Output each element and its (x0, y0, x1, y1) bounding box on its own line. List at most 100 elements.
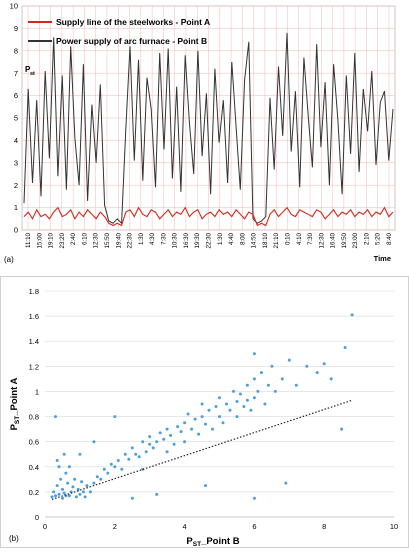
scatter-point (200, 415, 204, 419)
x-tick-label: 6:10 (81, 232, 88, 245)
x-tick-label: 1:30 (138, 232, 145, 245)
x-tick-label: 2:10 (363, 232, 370, 245)
scatter-chart: 0 0.2 0.4 0.6 0.8 1 1.2 1.4 1.6 1.8 0 2 4 6 8 10 PST_Poi… (9, 287, 398, 548)
y-tick-label: 8 (14, 46, 18, 55)
x-tick-label: 0 (43, 522, 47, 531)
scatter-point (57, 492, 61, 496)
x-tick-label: 2 (113, 522, 117, 531)
scatter-point (88, 490, 92, 494)
scatter-point (329, 377, 333, 381)
scatter-point (294, 383, 298, 387)
scatter-point (74, 495, 78, 499)
scatter-point (204, 484, 207, 488)
scatter-point (151, 446, 155, 450)
scatter-point (127, 457, 131, 461)
scatter-point (259, 371, 263, 375)
x-tick-label: 19:50 (341, 232, 348, 248)
y-tick-label: 0.6 (29, 438, 39, 447)
scatter-point (280, 377, 284, 381)
y-tick-label: 0 (35, 513, 39, 522)
scatter-point (54, 494, 57, 498)
scatter-point (228, 408, 232, 412)
y-tick-label: 0.2 (29, 488, 39, 497)
x-tick-label: 19:10 (48, 232, 55, 248)
scatter-point (165, 450, 169, 454)
legend: Supply line of the steelworks - Point A P… (28, 17, 210, 46)
scatter-point (141, 467, 145, 471)
y-tick-label: 3 (14, 158, 18, 167)
scatter-point (176, 425, 180, 429)
scatter-point (59, 477, 63, 481)
scatter-point (249, 408, 253, 412)
chart-panel-b: 0 0.2 0.4 0.6 0.8 1 1.2 1.4 1.6 1.8 0 2 4 6 8 10 PST_Poi… (0, 276, 409, 548)
y-tick-label: 1.6 (29, 312, 39, 321)
x-tick-label: 7:30 (160, 232, 167, 245)
scatter-point (61, 496, 64, 500)
x-tick-label: 4 (183, 522, 187, 531)
x-tick-label: 23:00 (352, 232, 359, 248)
scatter-point (116, 459, 120, 462)
x-tick-label: 5:20 (375, 232, 382, 245)
y-tick-label: 0.8 (29, 413, 39, 422)
scatter-point (315, 371, 319, 375)
legend-label: Supply line of the steelworks - Point A (56, 17, 210, 27)
scatter-point (162, 437, 166, 441)
y-tick-label: 5 (14, 114, 18, 123)
scatter-point (61, 487, 64, 491)
scatter-point (270, 364, 274, 368)
x-tick-label: 7:30 (307, 232, 314, 245)
scatter-point (200, 402, 204, 406)
scatter-point (102, 467, 106, 471)
y-tick-label: 7 (14, 69, 18, 78)
scatter-point (155, 492, 159, 496)
legend-label: Power supply of arc furnace - Point B (56, 36, 207, 46)
scatter-point (263, 402, 267, 406)
scatter-point (340, 427, 344, 431)
scatter-point (165, 427, 169, 431)
series-line-point-b (23, 32, 394, 225)
x-axis-title: PST_Point B (186, 536, 239, 547)
y-tick-label: 1.4 (29, 337, 39, 346)
x-axis-title: Time (374, 254, 391, 263)
scatter-point (273, 389, 277, 393)
scatter-point (62, 491, 66, 495)
y-tick-label: 1 (14, 203, 18, 212)
x-tick-label: 21:10 (273, 232, 280, 248)
scatter-point (256, 389, 260, 393)
chart-panel-a: 0 1 2 3 4 5 6 7 8 9 10 11:10 15:00 19:10 23:20 2:40 6:10… (0, 0, 409, 268)
scatter-point (221, 421, 225, 425)
y-tick-label: 1.8 (29, 287, 39, 296)
scatter-point (284, 481, 288, 485)
scatter-point (92, 440, 96, 444)
scatter-point (225, 402, 228, 406)
scatter-point (172, 442, 176, 446)
x-tick-label: 4:30 (149, 232, 156, 245)
scatter-point (137, 455, 141, 459)
scatter-point (55, 459, 59, 462)
y-tick-label: 0 (14, 226, 18, 235)
scatter-point (242, 405, 246, 408)
scatter-point (130, 446, 134, 450)
scatter-point (106, 471, 110, 475)
scatter-point (183, 421, 187, 425)
scatter-point (113, 415, 117, 419)
scatter-point (287, 358, 291, 362)
scatter-point (343, 346, 347, 349)
x-tick-label: 22:30 (127, 232, 134, 248)
scatter-point (305, 364, 309, 368)
scatter-point (207, 408, 211, 412)
scatter-point (92, 481, 96, 485)
scatter-point (109, 462, 113, 466)
x-tick-label: 15:50 (104, 232, 111, 248)
scatter-point (218, 415, 221, 419)
scatter-point (197, 432, 201, 436)
scatter-point (245, 398, 249, 402)
scatter-point (214, 405, 218, 408)
scatter-point (71, 485, 75, 489)
y-axis-title: PST_Point A (9, 377, 21, 430)
series-line-point-a (23, 206, 394, 227)
x-tick-label: 22:30 (206, 232, 213, 248)
y-tick-label: 2 (14, 181, 18, 190)
y-tick-label: 1 (35, 387, 39, 396)
scatter-point (179, 430, 183, 434)
